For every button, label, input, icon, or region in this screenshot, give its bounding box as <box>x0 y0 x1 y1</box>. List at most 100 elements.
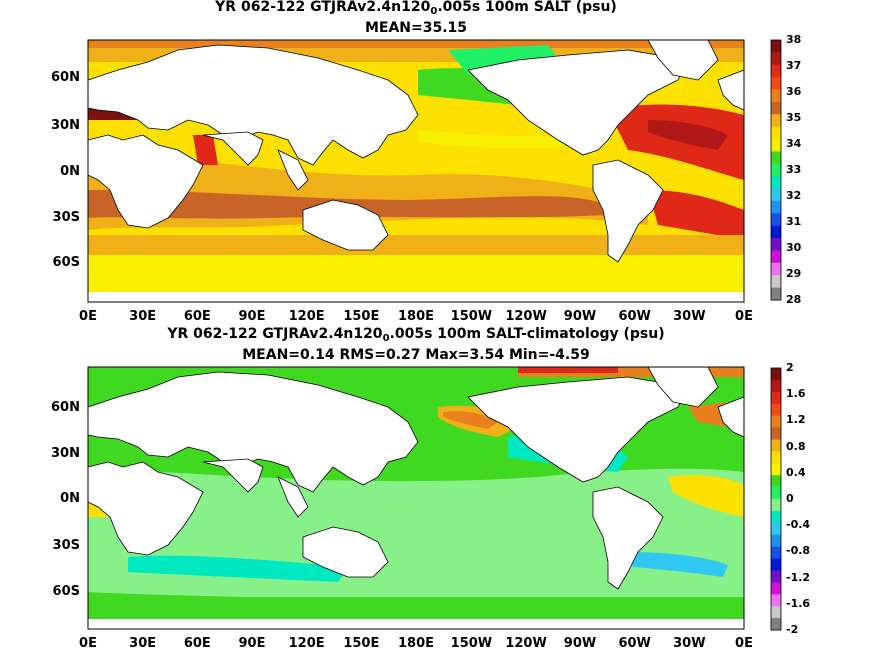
bottom-colorbar-tick: 0 <box>786 492 794 505</box>
bottom-colorbar-swatch <box>771 403 781 417</box>
top-colorbar-swatch <box>771 101 781 115</box>
bottom-colorbar-tick: 0.4 <box>786 465 806 479</box>
top-colorbar-swatch <box>771 225 781 239</box>
top-colorbar-tick: 36 <box>786 85 802 98</box>
bottom-colorbar-swatch <box>771 618 781 631</box>
top-colorbar-swatch <box>771 275 781 289</box>
top-colorbar-swatch <box>771 176 781 190</box>
bottom-lon-label: 60W <box>618 636 651 651</box>
top-colorbar-swatch <box>771 114 781 128</box>
bottom-lat-label-30s: 30S <box>52 538 80 553</box>
bottom-map-title: YR 062-122 GTJRAv2.4n1200.005s 100m SALT… <box>88 326 744 344</box>
top-lon-label: 150E <box>343 309 380 324</box>
top-lon-label: 120W <box>505 309 547 324</box>
top-lon-label: 180E <box>397 309 435 324</box>
top-colorbar-tick: 35 <box>786 111 802 124</box>
top-lon-label: 120E <box>288 309 325 324</box>
top-colorbar-tick: 29 <box>786 267 802 280</box>
bottom-colorbar-swatch <box>771 475 781 488</box>
top-colorbar-swatch <box>771 200 781 214</box>
bottom-lon-label: 0E <box>79 636 97 651</box>
bottom-lon-label: 180E <box>397 636 435 651</box>
bottom-colorbar-swatch <box>771 510 781 524</box>
top-colorbar-tick: 28 <box>786 293 802 306</box>
bottom-lat-label-0n: 0N <box>60 491 80 506</box>
top-map-panel <box>87 39 745 303</box>
bottom-lon-label: 0E <box>735 636 753 651</box>
top-lat-label-60n: 60N <box>51 70 80 85</box>
bottom-colorbar-swatch <box>771 427 781 440</box>
top-lat-label-60s: 60S <box>52 255 80 270</box>
bottom-map-stats: MEAN=0.14 RMS=0.27 Max=3.54 Min=-4.59 <box>242 347 590 363</box>
bottom-colorbar-swatch <box>771 546 781 560</box>
top-colorbar <box>770 39 782 301</box>
bottom-colorbar-swatch <box>771 558 781 571</box>
bottom-colorbar-tick: -0.4 <box>786 518 811 532</box>
top-colorbar-swatch <box>771 151 781 165</box>
top-colorbar-tick: 30 <box>786 241 802 254</box>
top-colorbar-swatch <box>771 188 781 202</box>
top-colorbar-swatch <box>771 64 781 78</box>
top-colorbar-tick: 34 <box>786 137 802 150</box>
top-title-sub: 0 <box>430 6 438 17</box>
top-colorbar-swatch <box>771 287 781 301</box>
bottom-lon-label: 30E <box>129 636 157 651</box>
bottom-title-sub: 0 <box>382 333 390 344</box>
top-colorbar-swatch <box>771 163 781 177</box>
top-lon-label: 60W <box>618 309 651 324</box>
bottom-lat-label-30n: 30N <box>51 446 80 461</box>
bottom-map-panel <box>87 366 745 630</box>
bottom-lat-label-60s: 60S <box>52 584 80 599</box>
top-title-prefix: YR 062-122 GTJRAv2.4n120 <box>215 0 431 15</box>
bottom-colorbar-swatch <box>771 534 781 548</box>
bottom-lon-label: 60E <box>183 636 211 651</box>
top-colorbar-swatch <box>771 40 781 53</box>
top-colorbar-swatch <box>771 139 781 152</box>
top-lon-label: 90E <box>238 309 266 324</box>
top-lon-label: 30E <box>129 309 157 324</box>
bottom-colorbar-tick: -1.2 <box>786 570 811 584</box>
bottom-colorbar-tick: -2 <box>786 623 799 636</box>
bottom-lon-label: 90E <box>238 636 266 651</box>
bottom-colorbar-swatch <box>771 582 781 595</box>
bottom-colorbar-swatch <box>771 439 781 452</box>
top-lon-label: 0E <box>79 309 97 324</box>
top-colorbar-tick: 38 <box>786 33 802 46</box>
top-lon-label: 150W <box>450 309 493 324</box>
top-colorbar-swatch <box>771 77 781 91</box>
top-colorbar-tick: 31 <box>786 215 802 228</box>
top-lat-label-30s: 30S <box>52 210 80 225</box>
bottom-colorbar-swatch <box>771 415 781 429</box>
bottom-colorbar-swatch <box>771 594 781 607</box>
top-colorbar-swatch <box>771 262 781 276</box>
top-lat-label-30n: 30N <box>51 118 80 133</box>
bottom-lat-label-60n: 60N <box>51 400 80 415</box>
bottom-lon-label: 90W <box>563 636 597 651</box>
bottom-colorbar-swatch <box>771 463 781 476</box>
top-map-title: YR 062-122 GTJRAv2.4n1200.005s 100m SALT… <box>88 0 744 17</box>
bottom-lon-label: 150E <box>343 636 380 651</box>
bottom-colorbar-swatch <box>771 570 781 583</box>
top-colorbar-swatch <box>771 213 781 227</box>
bottom-colorbar-tick: 1.6 <box>786 387 806 401</box>
bottom-colorbar-tick: 0.8 <box>786 439 806 453</box>
top-title-suffix: .005s 100m SALT (psu) <box>437 0 617 15</box>
top-lat-label-0n: 0N <box>60 164 80 179</box>
top-lon-label: 30W <box>673 309 706 324</box>
top-map-stats: MEAN=35.15 <box>364 20 468 36</box>
bottom-title-prefix: YR 062-122 GTJRAv2.4n120 <box>167 326 383 342</box>
bottom-colorbar-swatch <box>771 368 781 381</box>
top-colorbar-tick: 37 <box>786 59 802 72</box>
bottom-colorbar-swatch <box>771 391 781 405</box>
bottom-colorbar-swatch <box>771 522 781 536</box>
top-colorbar-swatch <box>771 238 781 251</box>
bottom-colorbar-tick: 2 <box>786 361 794 374</box>
bottom-colorbar-swatch <box>771 499 781 512</box>
bottom-title-suffix: .005s 100m SALT-climatology (psu) <box>389 326 665 342</box>
bottom-colorbar-tick: 1.2 <box>786 413 806 427</box>
bottom-lon-label: 30W <box>673 636 706 651</box>
top-colorbar-swatch <box>771 250 781 264</box>
top-colorbar-tick: 32 <box>786 189 802 202</box>
bottom-lon-label: 120W <box>505 636 547 651</box>
